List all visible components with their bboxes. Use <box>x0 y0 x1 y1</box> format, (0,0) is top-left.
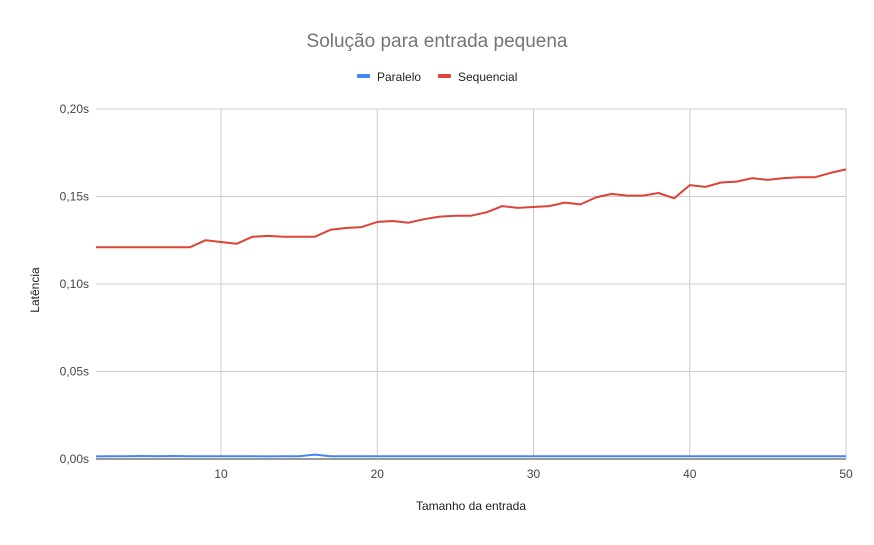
y-tick-label: 0,15s <box>60 190 89 204</box>
chart-title: Solução para entrada pequena <box>307 31 568 52</box>
x-tick-label: 20 <box>371 467 385 481</box>
y-tick-label: 0,00s <box>60 452 89 466</box>
y-axis-label: Latência <box>28 267 42 313</box>
legend-swatch <box>357 74 370 78</box>
x-axis-ticks: 10 20 30 40 50 <box>214 467 853 481</box>
x-tick-label: 10 <box>214 467 228 481</box>
y-tick-label: 0,05s <box>60 365 89 379</box>
y-tick-label: 0,20s <box>60 102 89 116</box>
series-lines <box>95 168 847 458</box>
series-line-paralelo <box>95 453 846 458</box>
y-axis-ticks: 0,00s 0,05s 0,10s 0,15s 0,20s <box>60 102 89 466</box>
grid-lines <box>96 108 847 460</box>
y-tick-label: 0,10s <box>60 277 89 291</box>
x-tick-label: 50 <box>839 467 853 481</box>
legend-label: Paralelo <box>377 70 421 84</box>
series-line-sequencial <box>96 168 847 249</box>
x-axis-label: Tamanho da entrada <box>416 499 526 513</box>
legend-swatch <box>438 74 451 78</box>
legend-label: Sequencial <box>458 70 517 84</box>
x-tick-label: 30 <box>527 467 541 481</box>
legend: Paralelo Sequencial <box>357 70 517 84</box>
x-tick-label: 40 <box>683 467 697 481</box>
